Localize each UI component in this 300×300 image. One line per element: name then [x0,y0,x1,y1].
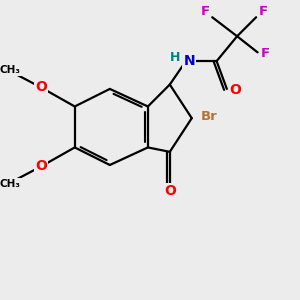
Text: O: O [35,80,47,94]
Text: F: F [261,47,270,60]
Text: CH₃: CH₃ [0,65,21,75]
Text: O: O [164,184,176,198]
Text: N: N [184,54,195,68]
Text: O: O [35,160,47,173]
Text: O: O [230,83,242,98]
Text: H: H [169,51,180,64]
Text: F: F [259,5,268,18]
Text: Br: Br [201,110,218,123]
Text: F: F [201,5,210,18]
Text: CH₃: CH₃ [0,179,21,189]
